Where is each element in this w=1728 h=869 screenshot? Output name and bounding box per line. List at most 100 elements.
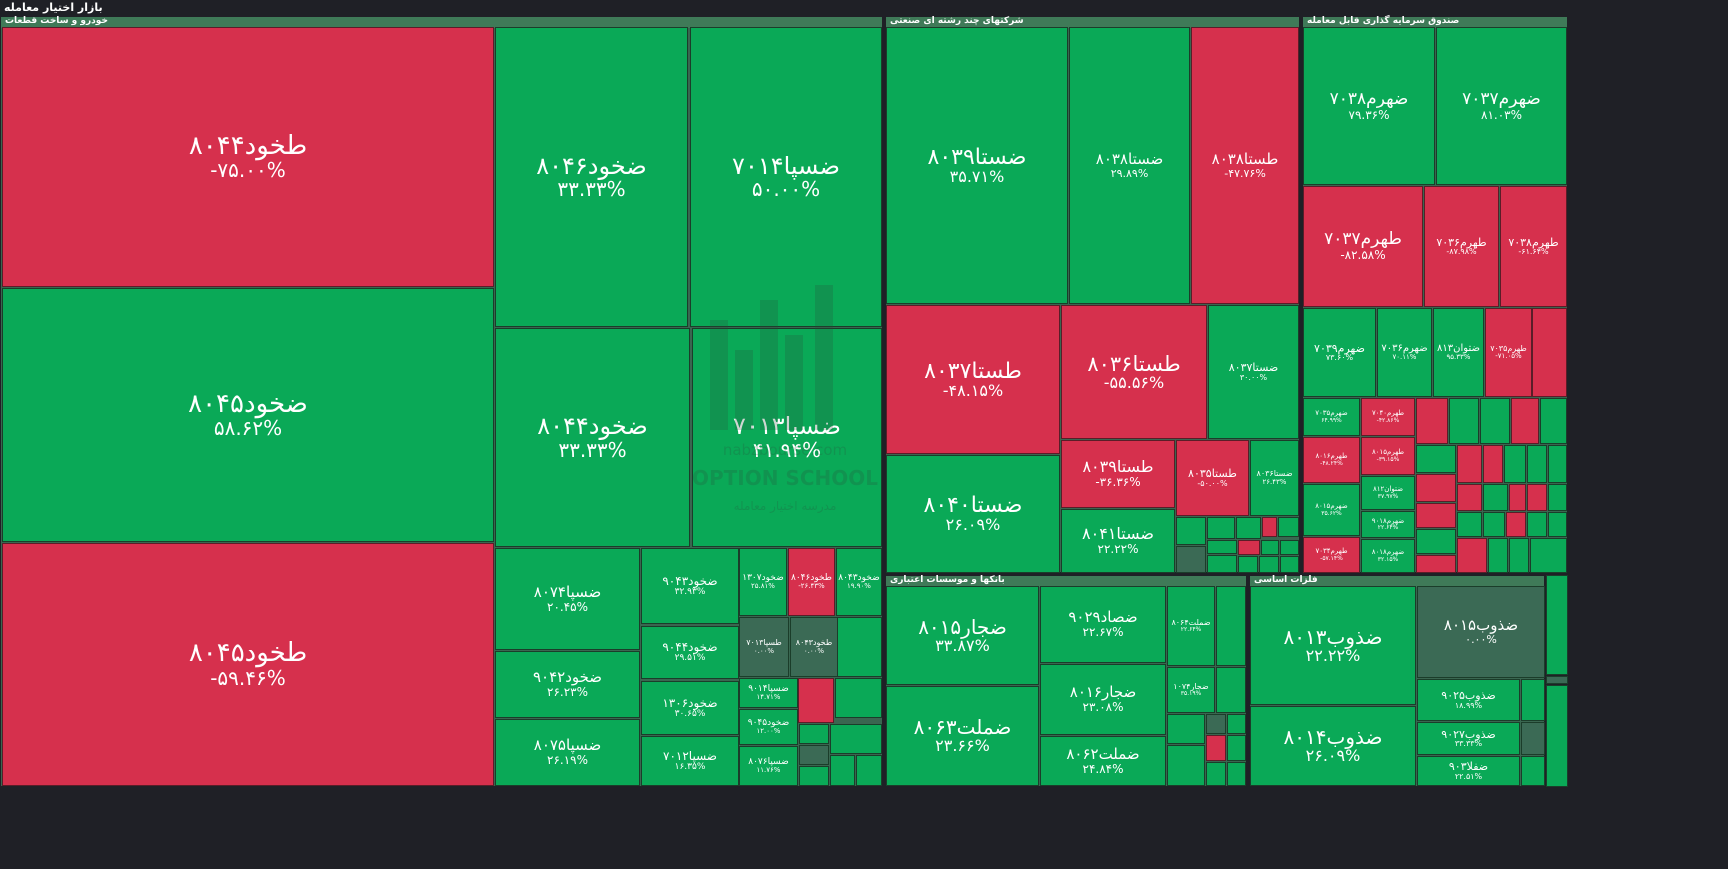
treemap-cell[interactable] xyxy=(856,755,882,786)
treemap-cell[interactable] xyxy=(1176,546,1206,573)
treemap-cell[interactable] xyxy=(1548,445,1567,483)
treemap-cell[interactable] xyxy=(1546,575,1568,675)
treemap-cell[interactable]: ضذوب۸۰۱۴ ۲۶.۰۹% xyxy=(1250,706,1416,786)
treemap-cell[interactable] xyxy=(1416,555,1456,573)
treemap-cell[interactable] xyxy=(1167,714,1205,744)
treemap-cell[interactable] xyxy=(1546,685,1568,787)
treemap-cell[interactable]: ضستا۸۰۴۰ ۲۶.۰۹% xyxy=(886,455,1060,573)
treemap-cell[interactable] xyxy=(1504,445,1526,483)
treemap-cell[interactable] xyxy=(1416,503,1456,528)
treemap-cell[interactable] xyxy=(1457,445,1482,483)
treemap-cell[interactable] xyxy=(1416,529,1456,554)
treemap-cell[interactable] xyxy=(1483,445,1503,483)
treemap-cell[interactable] xyxy=(830,755,855,786)
treemap-cell[interactable]: ضسپا۷۰۱۳ ۴۱.۹۴% xyxy=(692,328,882,547)
treemap-cell[interactable] xyxy=(1278,517,1299,537)
treemap-cell[interactable]: طسپا۷۰۱۳ ۰.۰۰% xyxy=(739,617,789,677)
treemap-cell[interactable] xyxy=(1280,556,1299,573)
treemap-cell[interactable]: ضهرم۷۰۳۹ ۷۳.۶۰% xyxy=(1303,308,1376,397)
treemap-cell[interactable] xyxy=(1521,722,1545,755)
treemap-cell[interactable]: ضملت۸۰۶۴ ۲۲.۶۴% xyxy=(1167,586,1215,666)
treemap-cell[interactable] xyxy=(1511,398,1539,444)
treemap-cell[interactable] xyxy=(1216,586,1246,666)
treemap-cell[interactable]: ضذوب۸۰۱۳ ۲۲.۲۲% xyxy=(1250,586,1416,705)
treemap-cell[interactable]: ضسپا۸۰۷۵ ۲۶.۱۹% xyxy=(495,719,640,786)
treemap-cell[interactable]: ضسپا۷۰۱۲ ۱۶.۳۵% xyxy=(641,736,739,786)
treemap-cell[interactable]: ضهرم۷۰۳۶ ۷۰.۱۱% xyxy=(1377,308,1432,397)
treemap-cell[interactable] xyxy=(1532,308,1567,397)
treemap-cell[interactable] xyxy=(1206,714,1226,734)
treemap-cell[interactable] xyxy=(1416,398,1448,444)
treemap-cell[interactable] xyxy=(1262,517,1277,537)
treemap-cell[interactable] xyxy=(1509,538,1529,573)
treemap-cell[interactable]: ضخود۱۳۰۶ ۳۰.۶۵% xyxy=(641,681,739,735)
treemap-cell[interactable]: طستا۸۰۳۷ -۴۸.۱۵% xyxy=(886,305,1060,454)
treemap-cell[interactable]: ضخود۸۰۴۵ ۵۸.۶۲% xyxy=(2,288,494,542)
treemap-cell[interactable] xyxy=(830,724,882,754)
treemap-cell[interactable] xyxy=(1530,538,1567,573)
treemap-cell[interactable]: طهرم۷۰۴۰ -۴۲.۸۶% xyxy=(1361,398,1415,436)
treemap-cell[interactable] xyxy=(1280,540,1299,555)
sector-header[interactable]: فلزات اساسی xyxy=(1250,575,1544,587)
treemap-cell[interactable]: طهرم۸۰۱۵ -۳۹.۱۵% xyxy=(1361,437,1415,475)
sector-header[interactable]: بانکها و موسسات اعتباری xyxy=(886,575,1246,587)
treemap-cell[interactable]: ضستا۸۰۴۱ ۲۲.۲۲% xyxy=(1061,509,1175,573)
treemap-cell[interactable] xyxy=(1207,517,1235,539)
treemap-cell[interactable] xyxy=(1206,762,1226,786)
treemap-cell[interactable]: ضستا۸۰۳۶ ۲۶.۴۳% xyxy=(1250,440,1299,516)
treemap-cell[interactable] xyxy=(1548,484,1567,511)
treemap-cell[interactable]: طهرم۷۰۳۵ -۷۱.۰۵% xyxy=(1485,308,1532,397)
treemap-cell[interactable] xyxy=(1540,398,1567,444)
treemap-cell[interactable] xyxy=(1506,512,1526,537)
treemap-cell[interactable] xyxy=(1207,540,1237,554)
treemap-cell[interactable] xyxy=(1207,555,1237,573)
treemap-cell[interactable]: ضخود۸۰۴۴ ۳۳.۳۳% xyxy=(495,328,690,547)
treemap-cell[interactable] xyxy=(1457,512,1482,537)
treemap-cell[interactable] xyxy=(1238,556,1258,573)
treemap-cell[interactable] xyxy=(1261,540,1279,555)
treemap-cell[interactable] xyxy=(1457,484,1482,511)
treemap-cell[interactable]: ضجار۸۰۱۵ ۳۳.۸۷% xyxy=(886,586,1039,685)
treemap-cell[interactable]: طستا۸۰۳۶ -۵۵.۵۶% xyxy=(1061,305,1207,439)
treemap-cell[interactable] xyxy=(1527,512,1547,537)
treemap-cell[interactable]: طخود۸۰۴۵ -۵۹.۴۶% xyxy=(2,543,494,786)
treemap-cell[interactable] xyxy=(1457,538,1487,573)
treemap-cell[interactable] xyxy=(1548,512,1567,537)
treemap-cell[interactable]: ضهرم۷۰۳۸ ۷۹.۳۶% xyxy=(1303,27,1435,185)
treemap-cell[interactable] xyxy=(1216,667,1246,713)
treemap-cell[interactable] xyxy=(1527,484,1547,511)
treemap-cell[interactable]: ضخود۹۰۴۵ ۱۲.۰۰% xyxy=(739,709,798,745)
treemap-cell[interactable] xyxy=(1521,756,1545,786)
treemap-cell[interactable] xyxy=(799,766,829,786)
treemap-cell[interactable]: ضسپا۷۰۱۴ ۵۰.۰۰% xyxy=(690,27,882,327)
treemap-cell[interactable]: ضهرم۷۰۳۷ ۸۱.۰۳% xyxy=(1436,27,1567,185)
treemap-cell[interactable] xyxy=(1227,735,1246,761)
treemap-cell[interactable]: ضجار۱۰۷۴ ۳۵.۱۹% xyxy=(1167,667,1215,713)
treemap-cell[interactable]: ضستا۸۰۳۷ ۳۰.۰۰% xyxy=(1208,305,1299,439)
treemap-cell[interactable] xyxy=(1206,735,1226,761)
treemap-cell[interactable] xyxy=(835,678,882,718)
treemap-cell[interactable]: ضذوب۸۰۱۵ ۰.۰۰% xyxy=(1417,586,1545,678)
treemap-cell[interactable] xyxy=(1416,474,1456,502)
treemap-cell[interactable] xyxy=(1176,517,1206,545)
treemap-cell[interactable] xyxy=(1167,745,1205,786)
treemap-cell[interactable]: طستا۸۰۳۹ -۳۶.۳۶% xyxy=(1061,440,1175,508)
treemap-cell[interactable]: ضتوان۸۱۲ ۳۷.۹۷% xyxy=(1361,476,1415,510)
treemap-cell[interactable]: ضملت۸۰۶۲ ۲۴.۸۴% xyxy=(1040,736,1166,786)
treemap-cell[interactable] xyxy=(799,724,829,744)
treemap-cell[interactable] xyxy=(1483,484,1508,511)
treemap-cell[interactable]: طهرم۸۰۱۶ -۴۸.۲۴% xyxy=(1303,437,1360,483)
treemap-cell[interactable]: ضخود۸۰۴۶ ۳۳.۳۳% xyxy=(495,27,688,327)
treemap-cell[interactable]: ضهرم۸۰۱۸ ۳۲.۱۵% xyxy=(1361,539,1415,573)
sector-header[interactable]: صندوق سرمایه گذاری قابل معامله xyxy=(1303,16,1567,28)
treemap-cell[interactable]: ضخود۸۰۴۳ ۱۹.۹۰% xyxy=(836,548,882,616)
treemap-cell[interactable] xyxy=(1236,517,1261,539)
treemap-cell[interactable] xyxy=(1509,484,1526,511)
treemap-cell[interactable]: ضسپا۸۰۷۶ ۱۱.۷۶% xyxy=(739,746,798,786)
treemap-cell[interactable] xyxy=(1483,512,1505,537)
treemap-cell[interactable] xyxy=(1416,445,1456,473)
treemap-cell[interactable]: ضصاد۹۰۲۹ ۲۲.۶۷% xyxy=(1040,586,1166,663)
sector-header[interactable]: شرکتهای چند رشته ای صنعتی xyxy=(886,16,1299,28)
treemap-cell[interactable]: ضسپا۸۰۷۴ ۲۰.۴۵% xyxy=(495,548,640,650)
treemap-cell[interactable]: طهرم۷۰۳۸ -۶۱.۶۴% xyxy=(1500,186,1567,307)
